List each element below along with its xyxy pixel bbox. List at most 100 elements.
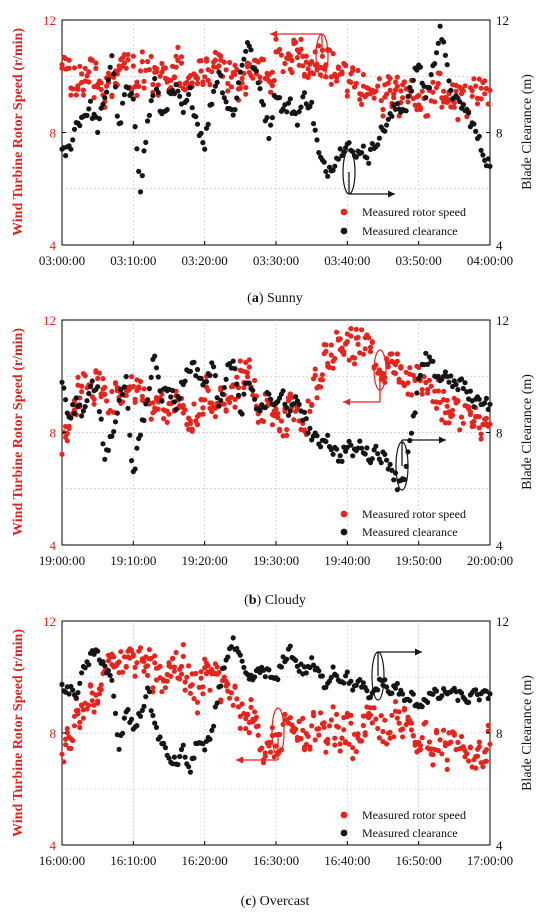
clearance-point: [330, 664, 336, 670]
caption-label: a: [252, 291, 259, 306]
rotor-speed-point: [392, 79, 399, 85]
rotor-speed-point: [287, 715, 293, 721]
rotor-speed-point: [182, 407, 188, 413]
clearance-point: [216, 403, 222, 409]
rotor-speed-point: [339, 735, 345, 741]
clearance-point: [277, 95, 283, 101]
rotor-speed-point: [341, 727, 347, 733]
rotor-speed-point: [182, 687, 188, 693]
clearance-series: [59, 350, 493, 493]
clearance-point: [203, 379, 210, 385]
rotor-speed-point: [355, 341, 361, 347]
rotor-speed-point: [216, 63, 222, 69]
clearance-point: [350, 687, 356, 693]
clearance-point: [145, 118, 151, 124]
rotor-speed-point: [318, 710, 324, 716]
clearance-point: [275, 676, 281, 683]
clearance-point: [152, 76, 158, 82]
clearance-point: [191, 359, 197, 365]
rotor-speed-point: [95, 375, 101, 382]
rotor-speed-point: [419, 735, 425, 741]
rotor-speed-point: [244, 711, 251, 717]
rotor-speed-point: [474, 101, 481, 107]
rotor-speed-point: [408, 727, 415, 733]
rotor-speed-point: [232, 62, 238, 68]
clearance-point: [248, 47, 254, 53]
clearance-point: [232, 366, 238, 372]
rotor-speed-point: [105, 658, 111, 664]
rotor-speed-point: [305, 66, 311, 72]
clearance-point: [442, 369, 448, 375]
rotor-speed-point: [234, 696, 240, 702]
rotor-speed-point: [284, 427, 290, 433]
rotor-speed-point: [346, 357, 352, 363]
rotor-speed-point: [198, 669, 204, 675]
clearance-point: [403, 108, 409, 114]
rotor-speed-point: [439, 751, 445, 757]
legend-marker-clearance: [340, 227, 348, 235]
rotor-speed-point: [221, 401, 227, 407]
clearance-point: [71, 126, 78, 132]
rotor-speed-point: [353, 80, 359, 86]
clearance-point: [170, 387, 176, 394]
rotor-speed-point: [130, 53, 136, 59]
clearance-point: [111, 71, 117, 77]
clearance-point: [102, 95, 108, 101]
clearance-point: [120, 391, 126, 397]
clearance-point: [453, 381, 459, 388]
rotor-speed-point: [310, 71, 317, 77]
rotor-speed-point: [376, 76, 382, 82]
clearance-point: [301, 90, 308, 96]
rotor-speed-point: [262, 753, 268, 759]
clearance-point: [152, 353, 158, 359]
annotation-arrowhead: [415, 648, 422, 656]
clearance-point: [467, 388, 473, 394]
clearance-point: [446, 379, 452, 385]
rotor-speed-point: [487, 87, 493, 93]
clearance-point: [80, 408, 86, 414]
rotor-speed-point: [148, 53, 154, 60]
clearance-point: [268, 396, 274, 402]
clearance-point: [382, 677, 388, 683]
clearance-point: [392, 685, 399, 691]
clearance-point: [394, 101, 400, 107]
clearance-point: [153, 724, 160, 731]
legend-marker-clearance: [340, 528, 348, 536]
clearance-point: [145, 397, 151, 403]
clearance-point: [369, 141, 375, 147]
rotor-speed-point: [303, 741, 309, 747]
rotor-speed-point: [227, 399, 233, 405]
clearance-point: [198, 375, 204, 381]
clearance-point: [293, 394, 299, 400]
rotor-speed-point: [271, 77, 277, 84]
x-tick-label: 03:50:00: [396, 253, 442, 268]
rotor-speed-point: [121, 60, 127, 66]
clearance-point: [285, 100, 292, 106]
rotor-speed-point: [296, 718, 302, 725]
clearance-point: [426, 354, 432, 360]
legend-marker-rotor-speed: [340, 510, 348, 518]
clearance-point: [301, 409, 308, 415]
rotor-speed-point: [332, 742, 338, 748]
rotor-speed-point: [334, 711, 340, 718]
clearance-point: [466, 110, 472, 116]
rotor-speed-point: [187, 421, 193, 427]
y-tick-label-right: 12: [496, 313, 509, 328]
clearance-point: [171, 399, 177, 405]
clearance-point: [389, 113, 395, 119]
clearance-point: [337, 453, 343, 459]
rotor-speed-point: [134, 79, 140, 85]
clearance-point: [107, 672, 113, 679]
clearance-point: [157, 734, 163, 740]
rotor-speed-point: [193, 670, 199, 677]
clearance-point: [252, 396, 258, 402]
rotor-speed-point: [164, 419, 170, 425]
rotor-speed-point: [332, 735, 338, 741]
clearance-point: [385, 116, 391, 122]
clearance-point: [134, 723, 140, 729]
rotor-speed-point: [260, 418, 267, 424]
legend-marker-rotor-speed: [340, 208, 348, 216]
rotor-speed-point: [319, 372, 325, 378]
clearance-point: [105, 668, 111, 674]
clearance-point: [143, 139, 149, 145]
